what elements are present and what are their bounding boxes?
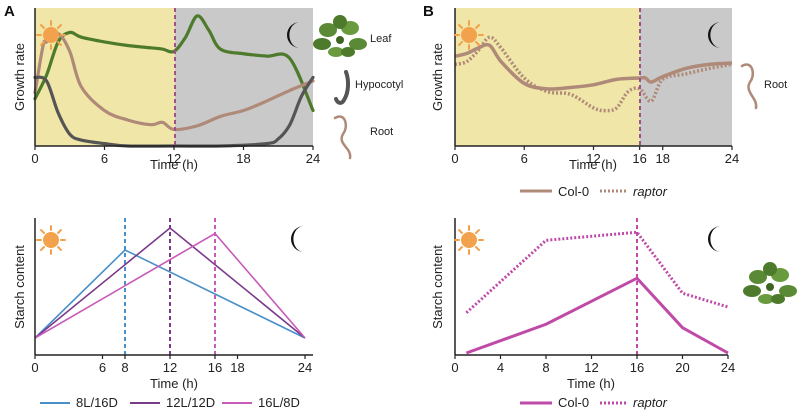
x-tick-label: 18 bbox=[656, 151, 670, 166]
x-tick-label: 12 bbox=[167, 151, 181, 166]
series-line-leaf bbox=[33, 14, 315, 113]
x-tick-label: 24 bbox=[725, 151, 739, 166]
x-tick-label: 12 bbox=[163, 360, 177, 375]
y-axis-title: Starch content bbox=[12, 245, 27, 329]
hypocotyl-label: Hypocotyl bbox=[355, 79, 403, 91]
legend-label-8L: 8L/16D bbox=[76, 395, 118, 410]
x-tick-label: 0 bbox=[451, 360, 458, 375]
chart-a-top: 0 6 12 18 24 Time (h) Growth rate bbox=[12, 8, 320, 172]
series-line-col0 bbox=[454, 42, 733, 91]
legend-label-col0: Col-0 bbox=[558, 184, 589, 199]
x-tick-label: 24 bbox=[721, 360, 735, 375]
hypocotyl-icon bbox=[334, 70, 351, 105]
root-icon bbox=[333, 115, 352, 160]
chart-a-bottom: 0 6 8 12 16 18 24 Time (h) Starch content bbox=[12, 218, 313, 391]
x-tick-label: 4 bbox=[497, 360, 504, 375]
legend-label-12L: 12L/12D bbox=[166, 395, 215, 410]
plant-icon bbox=[313, 15, 367, 57]
leaf-label: Leaf bbox=[370, 33, 392, 45]
x-tick-label: 24 bbox=[298, 360, 312, 375]
x-tick-label: 16 bbox=[632, 151, 646, 166]
x-tick-label: 0 bbox=[31, 360, 38, 375]
x-tick-label: 18 bbox=[236, 151, 250, 166]
x-axis-title: Time (h) bbox=[567, 376, 615, 391]
x-tick-label: 20 bbox=[675, 360, 689, 375]
x-tick-label: 16 bbox=[630, 360, 644, 375]
series-line-col0 bbox=[465, 276, 729, 355]
moon-icon bbox=[708, 226, 721, 252]
chart-b-top: 0 6 12 16 18 24 Time (h) Growth rate bbox=[430, 8, 739, 172]
moon-icon bbox=[708, 22, 721, 48]
x-axis-title: Time (h) bbox=[569, 157, 617, 172]
root-label: Root bbox=[370, 126, 393, 138]
legend-b-top: Col-0 raptor bbox=[520, 184, 668, 199]
series-line-16L-8D bbox=[34, 232, 306, 339]
series-line-raptor bbox=[454, 35, 733, 113]
panel-label-b: B bbox=[423, 3, 434, 20]
sun-icon bbox=[454, 225, 484, 255]
sun-icon bbox=[454, 20, 484, 50]
legend-label-raptor: raptor bbox=[633, 184, 668, 199]
x-tick-label: 18 bbox=[230, 360, 244, 375]
legend-a-bottom: 8L/16D 12L/12D 16L/8D bbox=[40, 395, 300, 410]
moon-icon bbox=[287, 22, 300, 48]
x-tick-label: 12 bbox=[586, 151, 600, 166]
x-tick-label: 24 bbox=[306, 151, 320, 166]
legend-label-raptor: raptor bbox=[633, 395, 668, 410]
x-axis-title: Time (h) bbox=[150, 157, 198, 172]
day-background bbox=[35, 8, 175, 146]
x-tick-label: 0 bbox=[451, 151, 458, 166]
day-background bbox=[455, 8, 640, 146]
x-tick-label: 8 bbox=[542, 360, 549, 375]
panel-label-a: A bbox=[4, 3, 15, 20]
chart-b-bottom: 0 4 8 12 16 20 24 Time (h) Starch content bbox=[430, 218, 735, 391]
root-icon bbox=[740, 63, 758, 110]
y-axis-title: Starch content bbox=[430, 245, 445, 329]
legend-label-col0: Col-0 bbox=[558, 395, 589, 410]
series-line-8L-16D bbox=[34, 249, 306, 339]
series-line-raptor bbox=[465, 230, 729, 314]
y-axis-title: Growth rate bbox=[430, 43, 445, 111]
sun-icon bbox=[36, 225, 66, 255]
moon-icon bbox=[291, 226, 304, 252]
night-background bbox=[640, 8, 732, 146]
y-axis-title: Growth rate bbox=[12, 43, 27, 111]
x-tick-label: 12 bbox=[584, 360, 598, 375]
plant-icon bbox=[743, 262, 797, 304]
x-tick-label: 16 bbox=[208, 360, 222, 375]
legend-b-bottom: Col-0 raptor bbox=[520, 395, 668, 410]
x-tick-label: 0 bbox=[31, 151, 38, 166]
legend-label-16L: 16L/8D bbox=[258, 395, 300, 410]
x-tick-label: 6 bbox=[521, 151, 528, 166]
x-tick-label: 6 bbox=[101, 151, 108, 166]
x-tick-label: 8 bbox=[121, 360, 128, 375]
series-line-12L-12D bbox=[34, 226, 306, 339]
x-tick-label: 6 bbox=[99, 360, 106, 375]
sun-icon bbox=[36, 20, 66, 50]
x-axis-title: Time (h) bbox=[150, 376, 198, 391]
root-label: Root bbox=[764, 79, 787, 91]
